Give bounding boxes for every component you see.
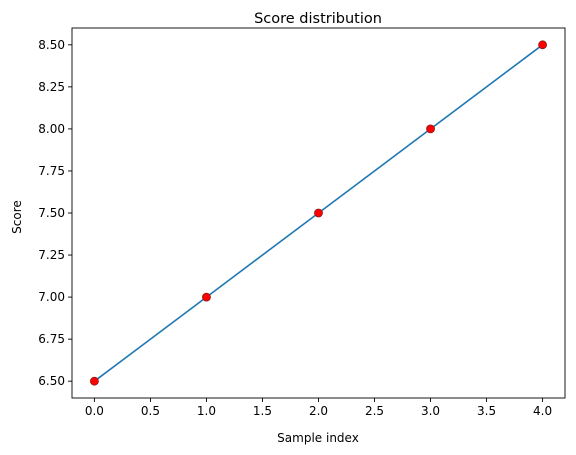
y-tick-label: 6.75	[38, 332, 65, 346]
x-tick-label: 1.5	[253, 404, 272, 418]
data-point	[90, 376, 99, 386]
x-tick-label: 1.0	[197, 404, 216, 418]
data-point	[426, 124, 435, 134]
x-tick-label: 3.5	[477, 404, 496, 418]
x-tick-label: 0.0	[85, 404, 104, 418]
data-point	[314, 208, 323, 218]
x-tick-label: 3.0	[421, 404, 440, 418]
chart-title: Score distribution	[254, 11, 382, 27]
x-tick-label: 2.5	[365, 404, 384, 418]
y-tick-label: 7.00	[38, 290, 65, 304]
x-axis-title: Sample index	[277, 431, 359, 445]
plot-area: 0.0 0.5 1.0 1.5 2.0 2.5 3.0 3.5 4.0 6.50 6.75 7.00 7…	[38, 27, 566, 418]
x-tick-label: 2.0	[309, 404, 328, 418]
y-tick-label: 8.50	[38, 38, 65, 52]
y-tick-label: 8.00	[38, 122, 65, 136]
data-point	[202, 292, 211, 302]
y-tick-label: 7.50	[38, 206, 65, 220]
y-tick-label: 7.25	[38, 248, 65, 262]
y-axis-title: Score	[10, 200, 24, 234]
y-tick-label: 6.50	[38, 374, 65, 388]
y-tick-label: 7.75	[38, 164, 65, 178]
x-tick-label: 0.5	[141, 404, 160, 418]
data-point	[538, 40, 547, 50]
y-tick-label: 8.25	[38, 80, 65, 94]
x-tick-label: 4.0	[533, 404, 552, 418]
